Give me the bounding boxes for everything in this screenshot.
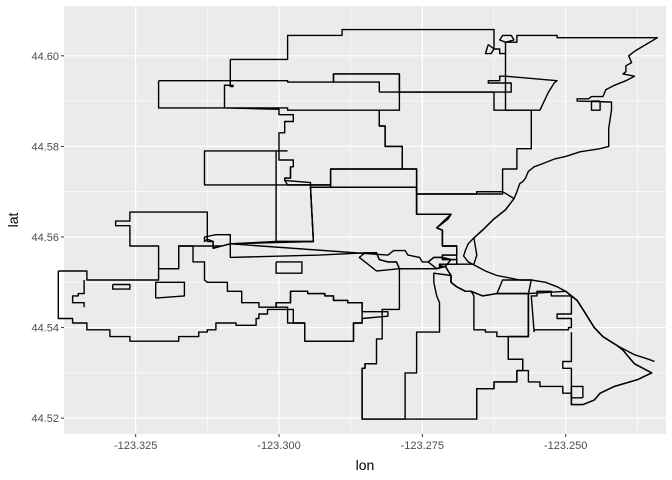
x-axis-ticks: -123.325 -123.300 -123.275 -123.250 [114, 434, 587, 452]
x-tick-label-1: -123.300 [257, 440, 300, 452]
region-outline-7 [203, 150, 277, 186]
region-outlines [57, 28, 659, 420]
y-axis-ticks: 44.52 44.54 44.56 44.58 44.60 [31, 51, 64, 425]
region-outline-6 [223, 107, 403, 186]
region-outline-31 [590, 100, 601, 111]
region-outline-17 [71, 280, 85, 308]
major-gridlines [64, 6, 666, 434]
region-outline-16 [57, 245, 389, 342]
region-outline-5 [504, 75, 558, 111]
region-outline-18 [111, 283, 131, 290]
region-outline-33 [499, 34, 515, 43]
region-outline-32 [484, 43, 495, 55]
region-outline-30 [570, 385, 584, 399]
region-outline-25 [496, 279, 532, 295]
region-outline-28 [530, 290, 573, 333]
region-outline-26 [361, 272, 509, 420]
region-outline-1 [157, 79, 232, 109]
x-axis-title: lon [356, 457, 375, 473]
x-tick-label-0: -123.325 [114, 440, 157, 452]
plot-panel [64, 6, 666, 434]
y-tick-label-0: 44.52 [31, 413, 59, 425]
y-tick-label-2: 44.56 [31, 232, 59, 244]
x-tick-label-2: -123.275 [401, 440, 444, 452]
region-outline-20 [275, 261, 303, 274]
region-outline-29 [562, 290, 653, 406]
y-tick-label-4: 44.60 [31, 51, 59, 63]
region-outline-19 [154, 281, 186, 299]
region-outline-24 [427, 256, 530, 420]
y-axis-title: lat [5, 213, 21, 228]
region-outline-2 [462, 34, 659, 363]
x-tick-label-3: -123.250 [544, 440, 587, 452]
y-tick-label-3: 44.58 [31, 141, 59, 153]
y-tick-label-1: 44.54 [31, 323, 59, 335]
region-outline-21 [275, 290, 363, 342]
region-outline-22 [358, 252, 401, 272]
